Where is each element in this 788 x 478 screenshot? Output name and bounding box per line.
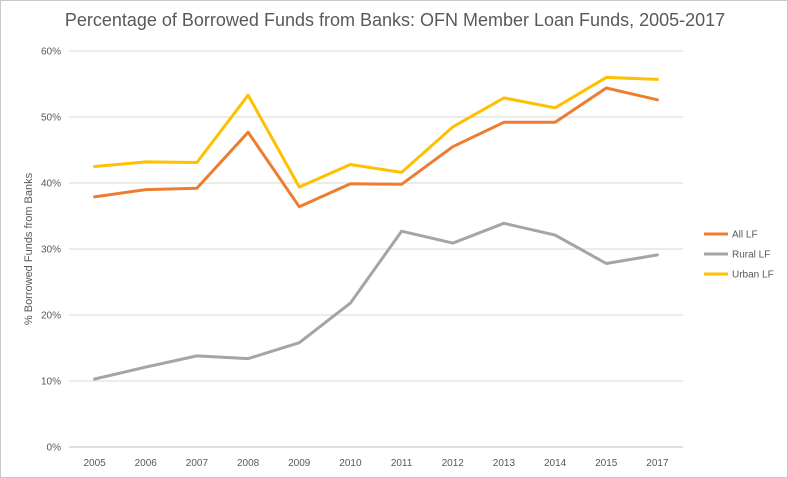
x-tick-label: 2011 [391, 458, 413, 469]
legend-label: All LF [732, 230, 758, 241]
y-tick-label: 30% [41, 245, 61, 256]
y-tick-label: 0% [47, 443, 62, 454]
y-tick-label: 60% [41, 47, 61, 58]
x-tick-label: 2008 [237, 458, 260, 469]
legend-label: Rural LF [732, 250, 770, 261]
chart-title: Percentage of Borrowed Funds from Banks:… [64, 10, 726, 30]
y-axis-ticks: 0% 10% 20% 30% 40% 50% 60% [41, 47, 61, 454]
series-line-urban-lf [93, 75, 659, 189]
x-tick-label: 2012 [442, 458, 465, 469]
y-tick-label: 20% [41, 311, 61, 322]
x-tick-label: 2015 [595, 458, 618, 469]
x-tick-label: 2007 [186, 458, 209, 469]
y-tick-label: 40% [41, 179, 61, 190]
y-tick-label: 10% [41, 377, 61, 388]
legend: All LF Rural LF Urban LF [704, 230, 774, 281]
x-tick-label: 2006 [135, 458, 158, 469]
y-tick-label: 50% [41, 113, 61, 124]
series-line-rural-lf [93, 221, 659, 381]
legend-label: Urban LF [732, 270, 774, 281]
x-tick-label: 2010 [339, 458, 362, 469]
x-tick-label: 2005 [83, 458, 106, 469]
x-tick-label: 2014 [544, 458, 567, 469]
series-line-all-lf [93, 86, 659, 209]
x-axis-ticks: 2005 2006 2007 2008 2009 2010 2011 2012 2013 2014… [83, 458, 669, 469]
y-axis-title: % Borrowed Funds from Banks [23, 172, 35, 325]
gridlines [69, 50, 683, 448]
series-lines [93, 75, 659, 381]
x-tick-label: 2013 [493, 458, 516, 469]
x-tick-label: 2009 [288, 458, 311, 469]
x-tick-label: 2017 [646, 458, 669, 469]
